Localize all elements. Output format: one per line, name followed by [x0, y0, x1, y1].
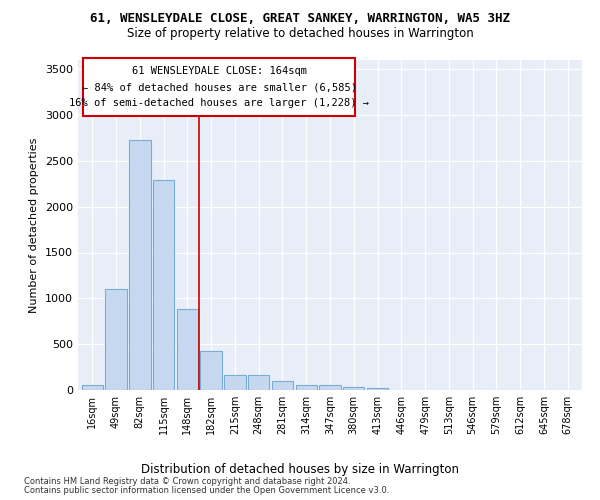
Text: 61, WENSLEYDALE CLOSE, GREAT SANKEY, WARRINGTON, WA5 3HZ: 61, WENSLEYDALE CLOSE, GREAT SANKEY, WAR…	[90, 12, 510, 26]
Text: Distribution of detached houses by size in Warrington: Distribution of detached houses by size …	[141, 462, 459, 475]
Y-axis label: Number of detached properties: Number of detached properties	[29, 138, 40, 312]
Bar	[153, 180, 174, 390]
Bar	[343, 387, 364, 390]
Bar	[106, 289, 127, 390]
Bar	[176, 310, 198, 390]
Bar	[82, 385, 103, 390]
Bar	[248, 375, 269, 390]
Text: ← 84% of detached houses are smaller (6,585): ← 84% of detached houses are smaller (6,…	[82, 82, 356, 92]
Bar	[129, 140, 151, 390]
Text: 16% of semi-detached houses are larger (1,228) →: 16% of semi-detached houses are larger (…	[69, 98, 369, 108]
Text: Contains HM Land Registry data © Crown copyright and database right 2024.: Contains HM Land Registry data © Crown c…	[24, 477, 350, 486]
FancyBboxPatch shape	[83, 58, 355, 116]
Bar	[367, 388, 388, 390]
Text: Size of property relative to detached houses in Warrington: Size of property relative to detached ho…	[127, 28, 473, 40]
Bar	[319, 385, 341, 390]
Bar	[296, 384, 317, 390]
Bar	[224, 375, 245, 390]
Bar	[200, 350, 222, 390]
Bar	[272, 382, 293, 390]
Text: 61 WENSLEYDALE CLOSE: 164sqm: 61 WENSLEYDALE CLOSE: 164sqm	[131, 66, 307, 76]
Text: Contains public sector information licensed under the Open Government Licence v3: Contains public sector information licen…	[24, 486, 389, 495]
